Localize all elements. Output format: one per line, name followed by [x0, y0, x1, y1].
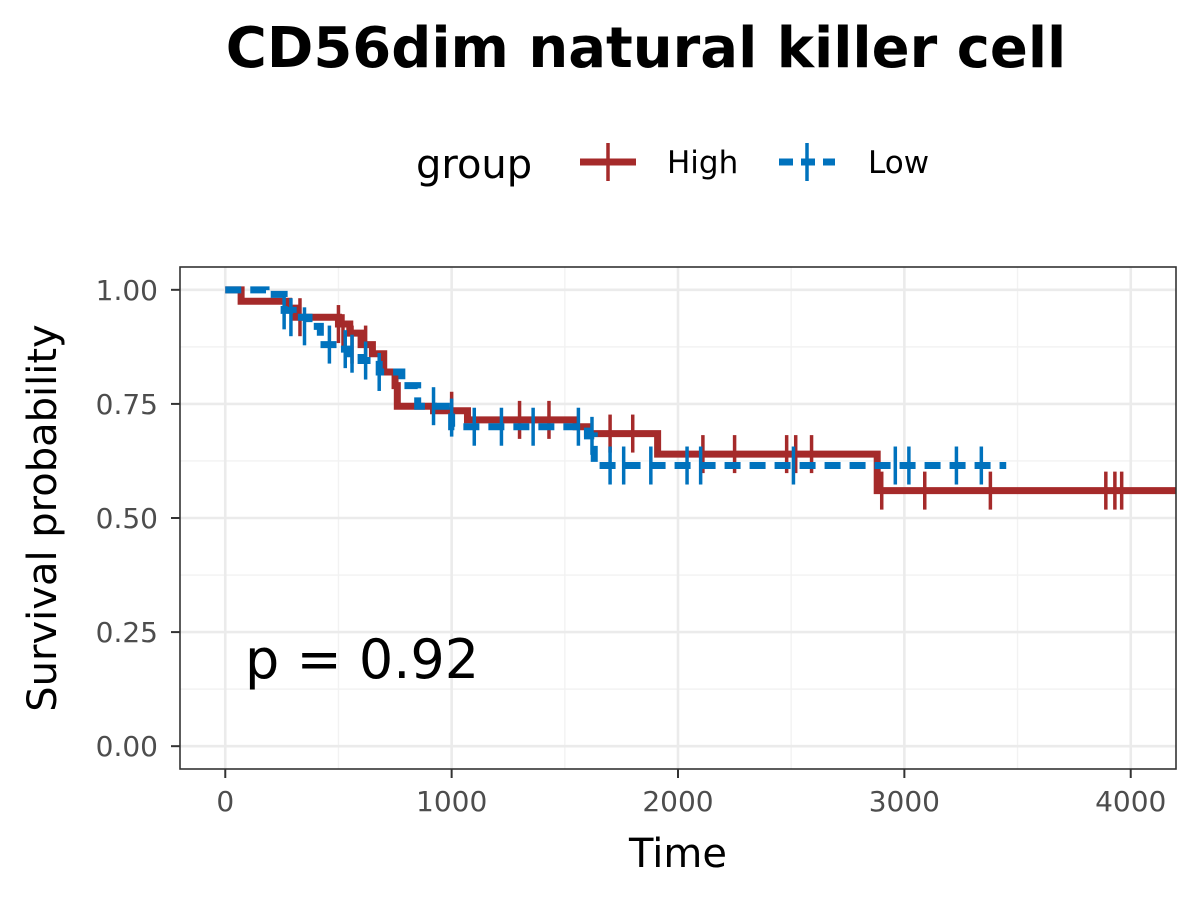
y-axis-title: Survival probability: [20, 324, 66, 711]
y-tick-label: 0.00: [96, 730, 158, 763]
x-tick-label: 0: [216, 785, 234, 818]
x-tick-label: 4000: [1095, 785, 1166, 818]
legend-item-high: High: [580, 143, 738, 181]
series-low: [225, 286, 1007, 485]
p-value-annotation: p = 0.92: [245, 628, 479, 691]
y-tick-label: 0.75: [96, 388, 158, 421]
x-tick-label: 2000: [642, 785, 713, 818]
y-tick-label: 0.50: [96, 502, 158, 535]
x-tick-label: 3000: [869, 785, 940, 818]
survival-curves: [225, 286, 1176, 510]
chart-title: CD56dim natural killer cell: [226, 16, 1067, 81]
legend: group High Low: [416, 142, 929, 188]
axis-ticks: 0 1000 2000 3000 4000 0.00 0.25 0.50 0.75 1.00: [96, 274, 1167, 818]
y-tick-label: 0.25: [96, 616, 158, 649]
y-tick-label: 1.00: [96, 274, 158, 307]
legend-label-high: High: [667, 145, 738, 181]
x-tick-label: 1000: [416, 785, 487, 818]
x-axis-title: Time: [628, 831, 727, 877]
legend-item-low: Low: [779, 143, 929, 181]
legend-label-low: Low: [868, 145, 929, 181]
legend-title: group: [416, 142, 532, 188]
